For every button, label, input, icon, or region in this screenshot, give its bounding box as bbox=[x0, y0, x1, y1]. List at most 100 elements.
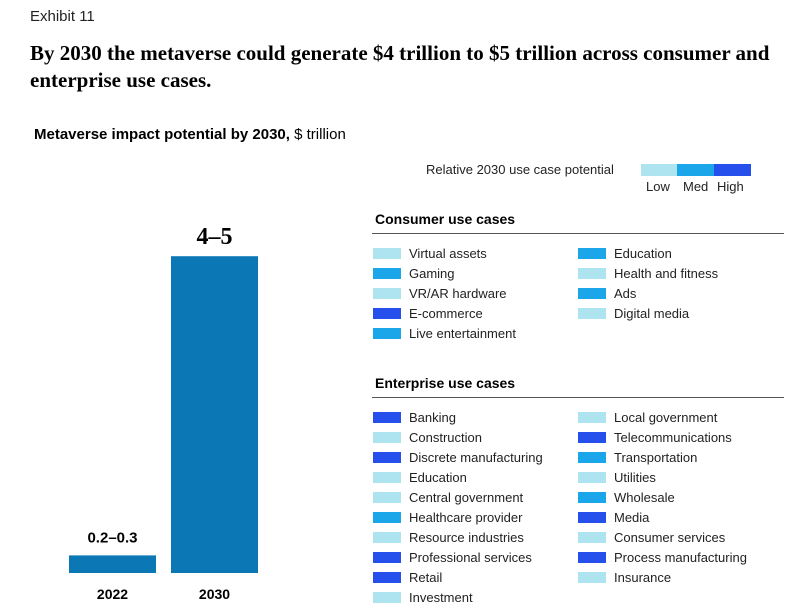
category-label-2030: 2030 bbox=[199, 586, 230, 602]
data-label-2022: 0.2–0.3 bbox=[87, 529, 137, 546]
use-case-item: Telecommunications bbox=[578, 427, 778, 447]
use-case-item: Investment bbox=[373, 587, 573, 607]
legend-swatch-low bbox=[641, 164, 677, 176]
use-case-item: Digital media bbox=[578, 303, 778, 323]
use-case-item: Banking bbox=[373, 407, 573, 427]
use-case-item: Media bbox=[578, 507, 778, 527]
bar-2022 bbox=[69, 555, 156, 573]
use-case-label: Healthcare provider bbox=[409, 509, 523, 525]
potential-swatch bbox=[373, 411, 401, 423]
potential-swatch bbox=[373, 571, 401, 583]
bar-2030 bbox=[171, 256, 258, 573]
enterprise-col-1: Banking Construction Discrete manufacturin… bbox=[373, 407, 573, 607]
use-case-label: Banking bbox=[409, 409, 456, 425]
use-case-label: Education bbox=[409, 469, 467, 485]
potential-swatch bbox=[578, 411, 606, 423]
exhibit-label: Exhibit 11 bbox=[30, 8, 95, 25]
use-case-label: Process manufacturing bbox=[614, 549, 747, 565]
use-case-label: Digital media bbox=[614, 305, 690, 321]
use-case-item: Virtual assets bbox=[373, 243, 573, 263]
chart-subtitle: Metaverse impact potential by 2030, $ tr… bbox=[34, 126, 346, 143]
potential-swatch bbox=[578, 491, 606, 503]
use-case-label: Education bbox=[614, 245, 672, 261]
use-case-label: Utilities bbox=[614, 469, 656, 485]
use-case-label: Local government bbox=[614, 409, 718, 425]
potential-swatch bbox=[373, 551, 401, 563]
use-case-item: Education bbox=[373, 467, 573, 487]
potential-swatch bbox=[578, 451, 606, 463]
use-case-item: Transportation bbox=[578, 447, 778, 467]
category-label-2022: 2022 bbox=[97, 586, 128, 602]
use-case-label: Telecommunications bbox=[614, 429, 732, 445]
potential-swatch bbox=[578, 511, 606, 523]
potential-swatch bbox=[578, 551, 606, 563]
potential-swatch bbox=[373, 491, 401, 503]
use-case-label: E-commerce bbox=[409, 305, 483, 321]
use-case-item: Local government bbox=[578, 407, 778, 427]
use-case-item: Insurance bbox=[578, 567, 778, 587]
use-case-label: Central government bbox=[409, 489, 524, 505]
data-label-2030: 4–5 bbox=[197, 224, 233, 250]
chart-subtitle-bold: Metaverse impact potential by 2030, bbox=[34, 126, 290, 143]
legend-title: Relative 2030 use case potential bbox=[426, 162, 614, 177]
potential-swatch bbox=[373, 247, 401, 259]
use-case-item: Health and fitness bbox=[578, 263, 778, 283]
use-case-label: Virtual assets bbox=[409, 245, 487, 261]
potential-swatch bbox=[373, 287, 401, 299]
enterprise-section-title: Enterprise use cases bbox=[375, 375, 516, 391]
potential-swatch bbox=[578, 307, 606, 319]
use-case-label: Resource industries bbox=[409, 529, 524, 545]
use-case-item: Ads bbox=[578, 283, 778, 303]
potential-swatch bbox=[578, 531, 606, 543]
use-case-item: Healthcare provider bbox=[373, 507, 573, 527]
use-case-item: Discrete manufacturing bbox=[373, 447, 573, 467]
use-case-label: Health and fitness bbox=[614, 265, 719, 281]
potential-swatch bbox=[373, 511, 401, 523]
consumer-divider bbox=[372, 233, 784, 234]
potential-swatch bbox=[578, 247, 606, 259]
use-case-label: Insurance bbox=[614, 569, 672, 585]
consumer-col-1: Virtual assets Gaming VR/AR hardware E-comm… bbox=[373, 243, 573, 343]
legend-label-high: High bbox=[717, 179, 744, 194]
use-case-item: Central government bbox=[373, 487, 573, 507]
use-case-label: Retail bbox=[409, 569, 443, 585]
use-case-item: Professional services bbox=[373, 547, 573, 567]
potential-swatch bbox=[373, 327, 401, 339]
use-case-item: Wholesale bbox=[578, 487, 778, 507]
legend-swatch-high bbox=[714, 164, 751, 176]
use-case-item: Utilities bbox=[578, 467, 778, 487]
use-case-item: Live entertainment bbox=[373, 323, 573, 343]
use-case-label: Investment bbox=[409, 589, 473, 605]
potential-swatch bbox=[578, 471, 606, 483]
use-case-label: Discrete manufacturing bbox=[409, 449, 543, 465]
use-case-label: Live entertainment bbox=[409, 325, 516, 341]
potential-swatch bbox=[373, 531, 401, 543]
use-case-item: Consumer services bbox=[578, 527, 778, 547]
use-case-item: Construction bbox=[373, 427, 573, 447]
potential-swatch bbox=[578, 571, 606, 583]
use-case-label: Consumer services bbox=[614, 529, 726, 545]
enterprise-divider bbox=[372, 397, 784, 398]
enterprise-col-2: Local government Telecommunications Transp… bbox=[578, 407, 778, 587]
potential-swatch bbox=[578, 287, 606, 299]
use-case-label: Wholesale bbox=[614, 489, 675, 505]
potential-swatch bbox=[373, 267, 401, 279]
use-case-label: Ads bbox=[614, 285, 637, 301]
legend-label-low: Low bbox=[646, 179, 670, 194]
legend-swatch-med bbox=[677, 164, 714, 176]
use-case-label: VR/AR hardware bbox=[409, 285, 507, 301]
use-case-item: E-commerce bbox=[373, 303, 573, 323]
use-case-item: VR/AR hardware bbox=[373, 283, 573, 303]
use-case-label: Gaming bbox=[409, 265, 455, 281]
legend-label-med: Med bbox=[683, 179, 709, 194]
bar-chart: 0.2–0.3 2022 4–5 2030 bbox=[69, 224, 258, 602]
page-title: By 2030 the metaverse could generate $4 … bbox=[30, 41, 770, 92]
potential-swatch bbox=[373, 591, 401, 603]
use-case-item: Resource industries bbox=[373, 527, 573, 547]
use-case-item: Retail bbox=[373, 567, 573, 587]
potential-swatch bbox=[373, 431, 401, 443]
use-case-item: Gaming bbox=[373, 263, 573, 283]
use-case-label: Media bbox=[614, 509, 650, 525]
potential-swatch bbox=[373, 471, 401, 483]
use-case-label: Professional services bbox=[409, 549, 532, 565]
